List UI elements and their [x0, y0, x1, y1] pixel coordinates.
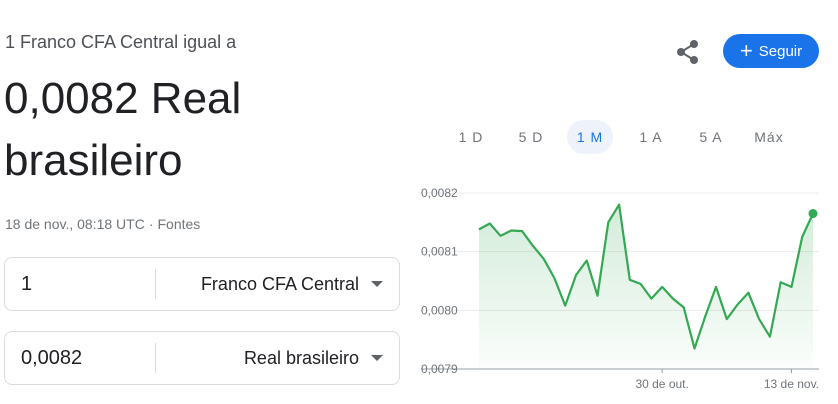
- range-tabs: 1 D 5 D 1 M 1 A 5 A Máx: [443, 120, 813, 154]
- x-tick-label: 13 de nov.: [764, 377, 819, 391]
- tab-1d[interactable]: 1 D: [458, 129, 484, 145]
- converted-value: 0,0082 Real brasileiro: [4, 68, 394, 192]
- divider: [155, 343, 156, 373]
- share-icon: [677, 40, 698, 64]
- tab-1m[interactable]: 1 M: [567, 120, 613, 154]
- follow-label: Seguir: [758, 42, 803, 60]
- tab-5d[interactable]: 5 D: [518, 129, 544, 145]
- timestamp-row: 18 de nov., 08:18 UTC · Fontes: [5, 216, 200, 232]
- tab-5a[interactable]: 5 A: [699, 129, 723, 145]
- divider: [155, 269, 156, 299]
- conversion-subtitle: 1 Franco CFA Central igual a: [5, 32, 237, 52]
- dropdown-caret-icon: [371, 281, 383, 287]
- from-amount-input[interactable]: [21, 258, 151, 310]
- chart-series-line: [478, 203, 814, 350]
- y-tick-label: 0,0081: [421, 245, 458, 259]
- converted-value-line2: brasileiro: [4, 136, 183, 185]
- from-currency-label: Franco CFA Central: [200, 273, 359, 294]
- to-currency-row: Real brasileiro: [4, 331, 400, 385]
- y-tick-label: 0,0082: [421, 186, 458, 200]
- chart-area-fill: [479, 204, 813, 369]
- timestamp: 18 de nov., 08:18 UTC: [5, 216, 145, 232]
- converted-value-line1: 0,0082 Real: [4, 74, 242, 123]
- separator: ·: [148, 216, 154, 232]
- exchange-rate-chart: 0,0082 0,0081 0,0080 0,0079 30 de out. 13 de…: [421, 186, 819, 391]
- to-currency-label: Real brasileiro: [243, 347, 359, 368]
- y-tick-label: 0,0080: [421, 303, 458, 317]
- to-amount-input[interactable]: [21, 332, 151, 384]
- from-currency-select[interactable]: Franco CFA Central: [201, 258, 383, 310]
- plus-icon: +: [739, 38, 753, 63]
- x-tick-label: 30 de out.: [635, 377, 688, 391]
- tab-1a[interactable]: 1 A: [639, 129, 663, 145]
- from-currency-row: Franco CFA Central: [4, 257, 400, 311]
- y-tick-label: 0,0079: [421, 362, 458, 376]
- share-button[interactable]: [672, 36, 704, 68]
- sources-link[interactable]: Fontes: [157, 216, 201, 232]
- to-currency-select[interactable]: Real brasileiro: [244, 332, 383, 384]
- current-value-marker: [808, 209, 818, 219]
- tab-max[interactable]: Máx: [754, 129, 784, 145]
- follow-button[interactable]: + Seguir: [723, 34, 819, 68]
- dropdown-caret-icon: [371, 355, 383, 361]
